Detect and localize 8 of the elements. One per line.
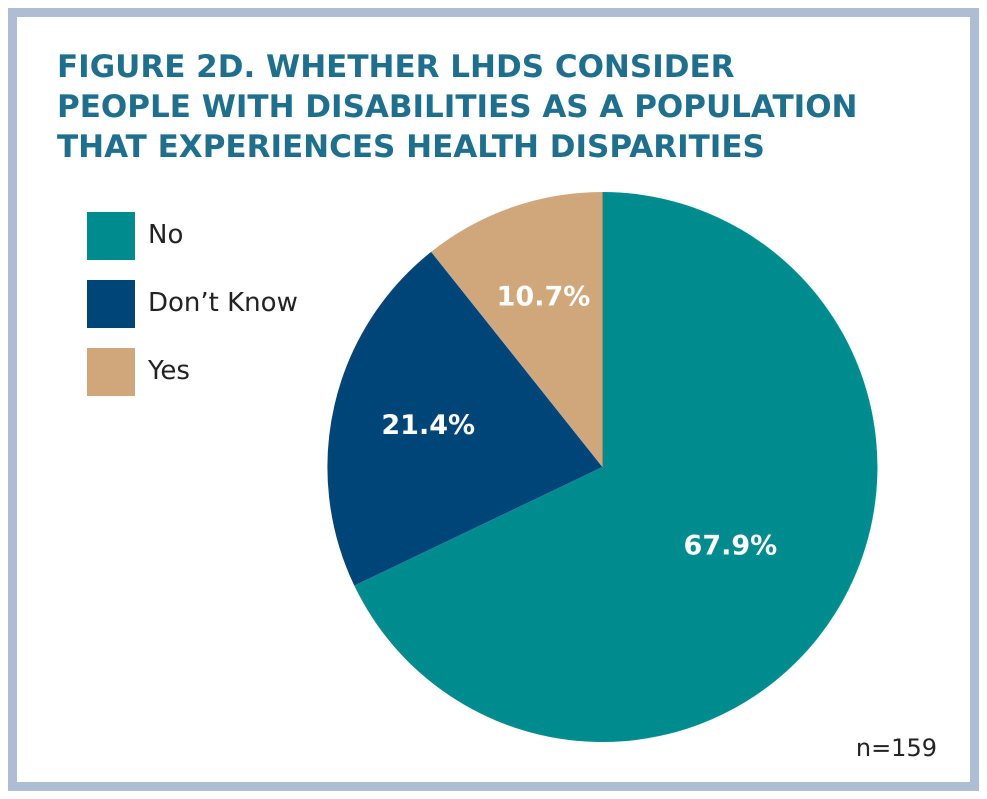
chart-title: FIGURE 2D. WHETHER LHDS CONSIDER PEOPLE WITH DISABILITIES AS A POPULATION THAT EXPERIENCES HEALTH DISPARITIES (57, 48, 858, 167)
legend-label: Yes (147, 356, 190, 386)
data-label: 10.7% (496, 281, 590, 312)
data-label: 67.9% (684, 530, 778, 562)
legend-label: No (148, 220, 184, 250)
text: n=159 (856, 734, 937, 762)
legend-label: Don’t Know (148, 288, 298, 318)
data-label: 21.4% (381, 410, 476, 441)
